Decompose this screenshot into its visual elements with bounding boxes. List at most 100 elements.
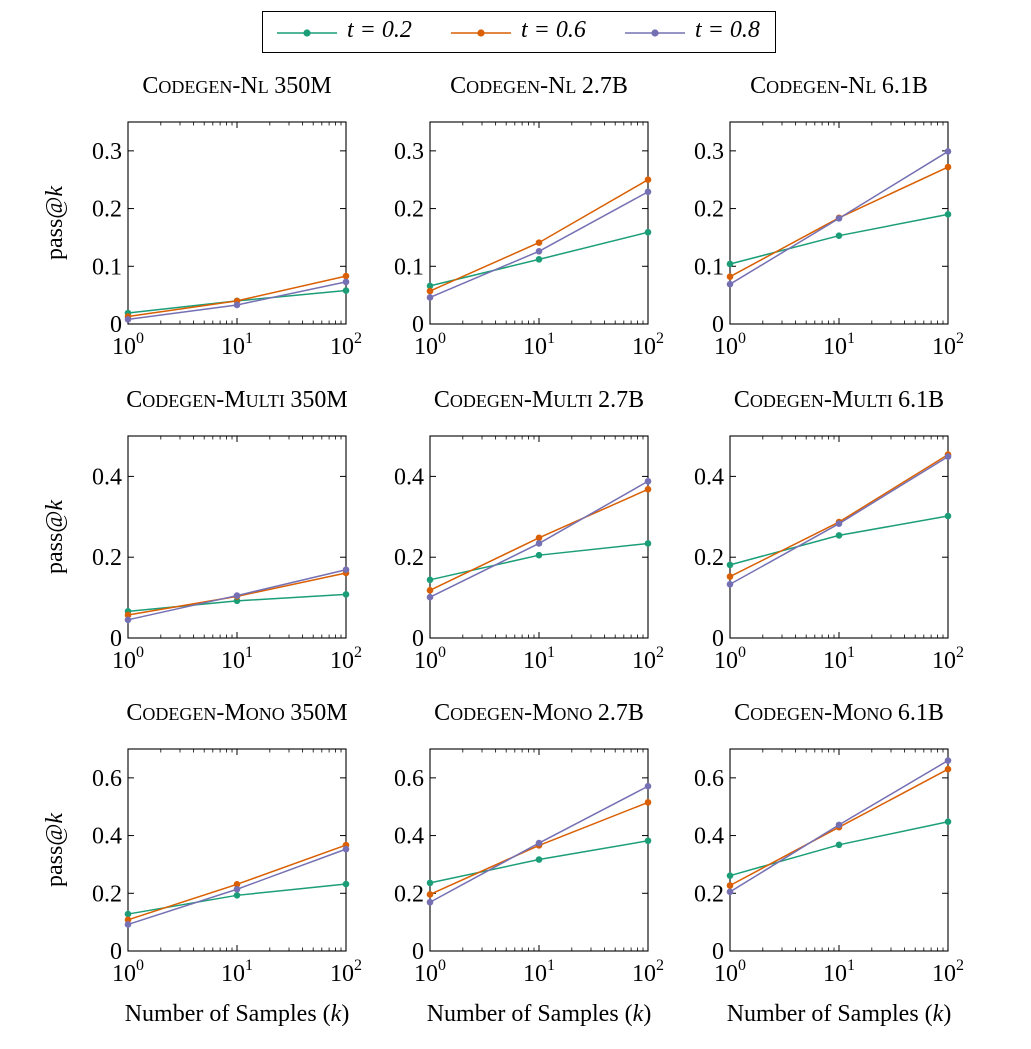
y-tick-label: 0.4	[694, 464, 724, 490]
legend-marker-t06	[451, 29, 511, 37]
x-tick-label: 100	[112, 957, 144, 987]
data-point-t-0-6	[426, 287, 434, 295]
legend-marker-t02	[277, 29, 337, 37]
y-tick-label: 0.6	[694, 766, 724, 792]
x-tick-label: 101	[523, 957, 555, 987]
y-tick-label: 0.4	[394, 464, 424, 490]
y-tick-label: 0.3	[92, 139, 122, 165]
data-point-t-0-8	[535, 839, 543, 847]
x-tick-label: 100	[112, 644, 144, 674]
data-point-t-0-8	[644, 477, 652, 485]
x-tick-label: 102	[632, 957, 664, 987]
data-point-t-0-2	[535, 856, 543, 863]
data-point-t-0-2	[535, 551, 543, 559]
subplot-codegen-multi-2-7b: 100 101 102 0 0.2 0.4 CODEGEN-MULTI 2.7B	[394, 387, 664, 674]
data-point-t-0-6	[124, 611, 132, 619]
x-tick-label: 100	[714, 957, 746, 987]
data-point-t-0-8	[535, 247, 543, 255]
axes-frame	[429, 121, 649, 325]
y-tick-label: 0	[412, 939, 424, 965]
data-point-t-0-8	[644, 188, 652, 196]
y-tick-label: 0.4	[92, 464, 122, 490]
x-tick-label: 101	[823, 957, 855, 987]
subplot-title: CODEGEN-MULTI 2.7B	[434, 387, 644, 413]
y-tick-label: 0	[712, 626, 724, 652]
data-point-t-0-8	[233, 592, 241, 599]
data-point-t-0-2	[835, 841, 843, 849]
x-tick-label: 101	[523, 644, 555, 674]
data-point-t-0-2	[726, 260, 734, 268]
y-tick-label: 0.4	[92, 824, 122, 850]
x-tick-label: 102	[330, 644, 362, 674]
data-point-t-0-8	[726, 280, 734, 288]
data-point-t-0-8	[342, 566, 350, 574]
data-point-t-0-2	[535, 256, 543, 263]
data-point-t-0-8	[726, 888, 734, 896]
x-tick-label: 102	[932, 957, 964, 987]
data-point-t-0-2	[644, 228, 652, 236]
data-point-t-0-6	[644, 799, 652, 806]
y-tick-label: 0.3	[694, 139, 724, 165]
legend-label-t06: t = 0.6	[521, 17, 586, 43]
subplot-codegen-nl-2-7b: 100 101 102 0 0.1 0.2 0.3 CODEGEN-NL 2.7B	[394, 73, 664, 360]
x-tick-label: 101	[221, 330, 253, 360]
x-tick-label: 101	[823, 330, 855, 360]
data-point-t-0-8	[835, 215, 843, 222]
subplot-codegen-nl-6-1b: 100 101 102 0 0.1 0.2 0.3 CODEGEN-NL 6.1B	[694, 73, 964, 360]
data-point-t-0-2	[426, 576, 434, 584]
data-point-t-0-8	[233, 885, 241, 893]
data-point-t-0-6	[726, 573, 734, 580]
data-point-t-0-2	[342, 287, 350, 294]
data-point-t-0-8	[426, 593, 434, 601]
data-point-t-0-6	[124, 916, 132, 924]
series-line-t-0-2	[729, 213, 949, 265]
data-point-t-0-2	[426, 282, 434, 290]
x-tick-label: 102	[632, 644, 664, 674]
data-point-t-0-8	[233, 301, 241, 309]
data-point-t-0-8	[726, 580, 734, 588]
subplot-codegen-mono-350m: 100 101 102 0 0.2 0.4 0.6 CODEGEN-MONO 350M pass…	[42, 700, 362, 1027]
data-point-t-0-8	[835, 821, 843, 829]
data-point-t-0-2	[944, 512, 952, 520]
y-tick-label: 0.2	[92, 545, 122, 571]
data-point-t-0-2	[944, 818, 952, 826]
data-point-t-0-8	[124, 316, 132, 323]
subplot-title: CODEGEN-MULTI 350M	[126, 387, 348, 413]
subplot-codegen-multi-350m: 100 101 102 0 0.2 0.4 CODEGEN-MULTI 350M pass@k	[42, 387, 362, 674]
data-point-t-0-8	[124, 921, 132, 928]
y-tick-label: 0	[412, 312, 424, 338]
data-point-t-0-8	[426, 898, 434, 906]
data-point-t-0-2	[726, 872, 734, 879]
data-point-t-0-8	[944, 148, 952, 155]
data-point-t-0-6	[944, 163, 952, 171]
series-line-t-0-6	[729, 166, 949, 278]
legend-dot-t02	[303, 29, 311, 37]
x-tick-label: 100	[714, 330, 746, 360]
legend-dot-t06	[477, 29, 485, 37]
subplot-codegen-mono-2-7b: 100 101 102 0 0.2 0.4 0.6 CODEGEN-MONO 2.7B Numb…	[394, 700, 664, 1027]
series-line-t-0-6	[729, 453, 949, 578]
legend-dot-t08	[651, 29, 659, 37]
axes-frame	[429, 748, 649, 952]
data-point-t-0-2	[835, 232, 843, 239]
data-point-t-0-2	[124, 910, 132, 918]
data-point-t-0-2	[426, 879, 434, 887]
legend-marker-t08	[625, 29, 685, 37]
y-tick-label: 0	[110, 312, 122, 338]
axes-frame	[127, 748, 347, 952]
x-tick-label: 102	[330, 957, 362, 987]
y-tick-label: 0.3	[394, 139, 424, 165]
y-tick-label: 0.2	[394, 197, 424, 223]
y-tick-label: 0.2	[694, 881, 724, 907]
data-point-t-0-2	[644, 540, 652, 547]
series-line-t-0-6	[127, 275, 347, 318]
y-tick-label: 0.1	[92, 254, 122, 280]
x-tick-label: 100	[112, 330, 144, 360]
data-point-t-0-6	[233, 881, 241, 888]
x-tick-label: 100	[414, 330, 446, 360]
data-point-t-0-2	[835, 532, 843, 539]
x-tick-label: 101	[523, 330, 555, 360]
y-tick-label: 0.2	[92, 197, 122, 223]
data-point-t-0-6	[644, 176, 652, 184]
